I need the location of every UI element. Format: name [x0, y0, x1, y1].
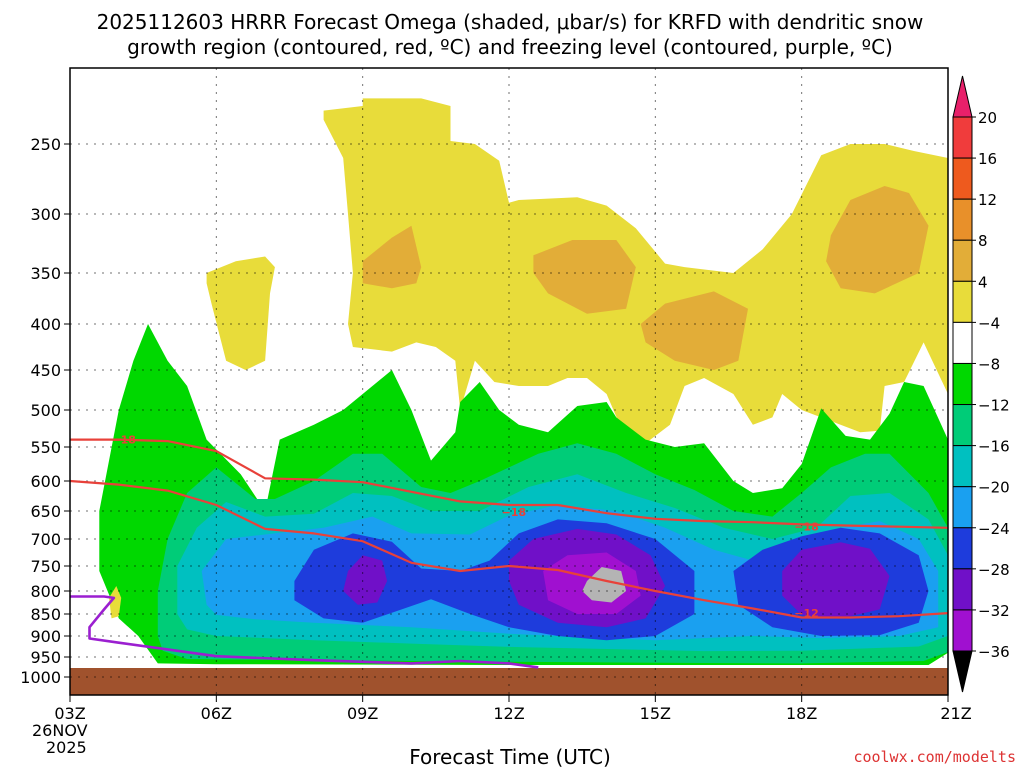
- colorbar-label-4: 4: [978, 273, 988, 291]
- chart-title-line-1: 2025112603 HRRR Forecast Omega (shaded, …: [97, 10, 924, 34]
- dgz-minus12-contour: [69, 479, 949, 619]
- colorbar-box-0: [952, 116, 973, 159]
- colorbar-label-12: −32: [978, 602, 1010, 620]
- y-tick-label-650: 650: [30, 502, 61, 521]
- omega-region-yellow-0: [206, 256, 275, 370]
- colorbar-bottom-arrow: [952, 650, 973, 693]
- colorbar-label-7: −12: [978, 397, 1010, 415]
- y-tick-label-450: 450: [30, 361, 61, 380]
- colorbar-label-0: 20: [978, 109, 997, 127]
- y-tick-label-1000: 1000: [20, 668, 61, 687]
- y-tick-label-300: 300: [30, 205, 61, 224]
- x-axis-title: Forecast Time (UTC): [409, 745, 611, 768]
- y-tick-label-350: 350: [30, 264, 61, 283]
- colorbar-label-8: −16: [978, 438, 1010, 456]
- colorbar-box-7: [952, 404, 973, 447]
- x-tick-label-12Z: 12Z: [493, 704, 524, 723]
- y-tick-label-250: 250: [30, 135, 61, 154]
- colorbar-label-2: 12: [978, 191, 997, 209]
- y-tick-label-600: 600: [30, 472, 61, 491]
- y-tick-label-850: 850: [30, 605, 61, 624]
- colorbar-label-10: −24: [978, 520, 1010, 538]
- colorbar-box-9: [952, 486, 973, 529]
- colorbar-top-arrow: [952, 75, 973, 118]
- colorbar-box-3: [952, 239, 973, 282]
- plot-area: −18 −18 −18 −12: [69, 67, 949, 696]
- y-tick-label-400: 400: [30, 315, 61, 334]
- y-tick-label-550: 550: [30, 438, 61, 457]
- omega-region-gray-16: [582, 567, 627, 603]
- colorbar-box-4: [952, 280, 973, 323]
- x-tick-label-21Z: 21Z: [940, 704, 971, 723]
- colorbar-label-3: 8: [978, 232, 988, 250]
- x-tick-label-03Z: 03Z: [54, 704, 85, 723]
- colorbar-box-6: [952, 362, 973, 406]
- x-tick-label-15Z: 15Z: [640, 704, 671, 723]
- colorbar-box-12: [952, 609, 973, 652]
- colorbar-label-9: −20: [978, 479, 1010, 497]
- omega-region-yellow-1: [323, 98, 949, 448]
- gridlines: [70, 68, 948, 695]
- date-label-year: 2025: [46, 738, 87, 757]
- colorbar-box-10: [952, 527, 973, 570]
- credit-text: coolwx.com/modelts: [853, 748, 1016, 766]
- x-tick-label-06Z: 06Z: [201, 704, 232, 723]
- freezing-level-contour: [70, 595, 539, 669]
- omega-region-light_orange-4: [640, 291, 748, 370]
- y-tick-label-900: 900: [30, 627, 61, 646]
- y-tick-label-750: 750: [30, 557, 61, 576]
- colorbar-label-5: −4: [978, 314, 1000, 332]
- y-tick-label-950: 950: [30, 648, 61, 667]
- x-tick-label-09Z: 09Z: [347, 704, 378, 723]
- colorbar-label-13: −36: [978, 643, 1010, 661]
- time-axis: 03Z 06Z 09Z 12Z 15Z 18Z 21Z: [54, 695, 972, 723]
- omega-colorbar: 20 16 12 8 4 −4 −8 −12 −16 −20 −24 −28 −32 −36: [952, 75, 1010, 693]
- contour-label-1: −18: [502, 506, 527, 519]
- ground-surface: [70, 668, 948, 695]
- colorbar-box-1: [952, 157, 973, 200]
- colorbar-box-2: [952, 198, 973, 241]
- temperature-contours: −18 −18 −18 −12: [69, 434, 949, 669]
- omega-region-light_orange-5: [826, 186, 929, 294]
- omega-region-dark_violet-12: [343, 555, 388, 605]
- contour-label-0: −18: [111, 434, 136, 447]
- y-tick-label-800: 800: [30, 582, 61, 601]
- chart-title-line-2: growth region (contoured, red, ºC) and f…: [127, 35, 893, 59]
- y-tick-label-500: 500: [30, 401, 61, 420]
- pressure-axis: 250 300 350 400 450 500 550 600 650 700 750 800 850 9…: [20, 135, 70, 687]
- omega-region-light_orange-3: [533, 240, 636, 314]
- colorbar-box-5: [952, 321, 973, 364]
- colorbar-label-1: 16: [978, 150, 997, 168]
- colorbar-label-6: −8: [978, 355, 1000, 373]
- colorbar-box-11: [952, 568, 973, 611]
- omega-region-dark_violet-14: [782, 542, 890, 619]
- omega-region-yellow-17: [109, 586, 122, 619]
- date-label-day: 26NOV: [32, 721, 88, 740]
- contour-label-3: −12: [794, 607, 819, 620]
- y-tick-label-700: 700: [30, 530, 61, 549]
- x-tick-label-18Z: 18Z: [786, 704, 817, 723]
- colorbar-label-11: −28: [978, 561, 1010, 579]
- omega-shaded-regions: [99, 98, 949, 665]
- colorbar-box-8: [952, 445, 973, 488]
- dgz-minus18-contour: [70, 438, 949, 529]
- contour-label-2: −18: [794, 521, 819, 534]
